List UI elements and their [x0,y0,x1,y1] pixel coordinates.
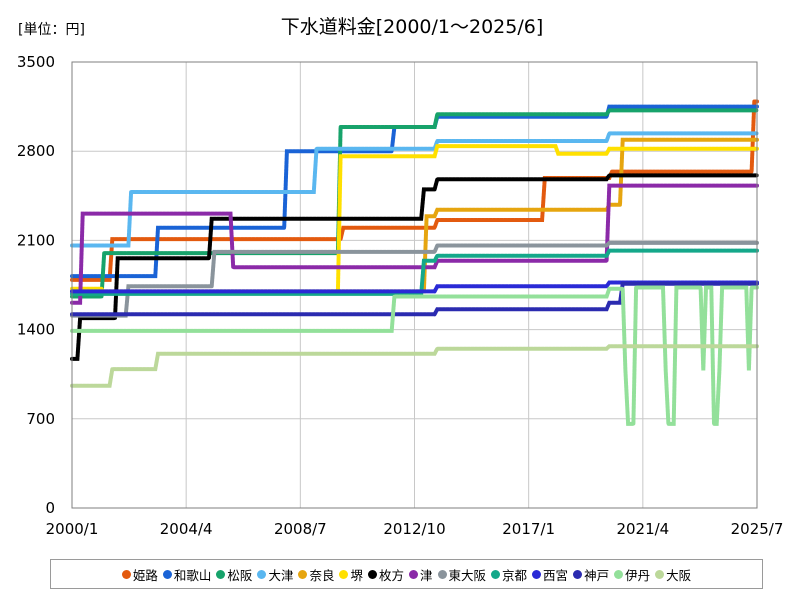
legend-label: 津 [420,567,433,583]
legend-marker-icon [532,569,542,579]
series-markers [70,183,759,305]
legend-marker-icon [121,569,131,579]
y-tick-label: 1400 [17,321,55,339]
x-tick-label: 2004/4 [160,520,213,538]
legend-item: 東大阪 [437,565,487,584]
x-tick-label: 2025/7 [731,520,784,538]
legend-marker-icon [655,569,665,579]
series-markers [70,248,759,296]
legend-label: 東大阪 [448,567,487,583]
legend-item: 津 [409,565,433,584]
legend-marker-icon [491,569,501,579]
legend: 姫路 和歌山 松阪 大津 奈良堺枚方津東大阪 京都 西宮 神戸 伊丹 大阪 [50,559,763,589]
series-7 [70,183,759,305]
legend-marker-icon [162,569,172,579]
series-2 [70,108,759,299]
series-12 [70,285,759,426]
y-axis-ticks: 0 700 1400 2100 2800 3500 [17,53,55,517]
legend-item: 堺 [339,565,363,584]
series-8 [70,240,759,318]
unit-label: [単位：円] [18,22,85,38]
series-markers [70,108,759,299]
legend-item: 松阪 [216,565,252,584]
series-layer [70,99,759,426]
y-tick-label: 2100 [17,231,55,249]
series-0 [70,99,759,282]
legend-item: 大阪 [655,565,691,584]
legend-label: 大津 [268,567,294,583]
plot-frame [71,61,758,509]
x-axis-ticks: 2000/1 2004/4 2008/7 2012/10 2017/1 2021/4 202… [46,520,784,538]
series-markers [70,285,759,426]
legend-item: 奈良 [298,565,334,584]
x-tick-label: 2017/1 [502,520,555,538]
legend-marker-icon [339,569,349,579]
chart-title: 下水道料金[2000/1～2025/6] [281,16,544,38]
legend-label: 伊丹 [625,567,651,583]
x-tick-label: 2021/4 [616,520,669,538]
legend-label: 大阪 [666,567,692,583]
legend-label: 枚方 [378,567,404,583]
legend-marker-icon [437,569,447,579]
series-markers [70,99,759,282]
legend-marker-icon [614,569,624,579]
series-markers [70,240,759,318]
series-markers [70,131,759,248]
series-6 [70,173,759,361]
legend-label: 松阪 [227,567,253,583]
x-tick-label: 2000/1 [46,520,99,538]
series-9 [70,248,759,296]
legend-item: 枚方 [367,565,404,584]
y-tick-label: 700 [26,410,55,428]
legend-item: 京都 [491,565,527,584]
legend-marker-icon [298,569,308,579]
x-tick-label: 2012/10 [383,520,445,538]
y-tick-label: 2800 [17,142,55,160]
legend-item: 大津 [257,565,293,584]
legend-label: 奈良 [309,567,335,583]
legend-label: 西宮 [543,567,569,583]
legend-label: 姫路 [132,567,158,583]
series-3 [70,131,759,248]
legend-label: 神戸 [584,567,610,583]
legend-item: 伊丹 [614,565,650,584]
legend-marker-icon [216,569,226,579]
legend-item: 姫路 [121,565,158,584]
legend-marker-icon [367,569,377,579]
legend-item: 西宮 [532,565,568,584]
x-tick-label: 2008/7 [274,520,327,538]
series-markers [70,173,759,361]
series-markers [70,344,759,388]
legend-label: 京都 [502,567,528,583]
legend-marker-icon [257,569,267,579]
y-tick-label: 3500 [17,53,55,71]
legend-marker-icon [409,569,418,579]
series-13 [70,344,759,388]
legend-marker-icon [573,569,583,579]
legend-label: 堺 [350,567,363,583]
legend-label: 和歌山 [173,567,212,583]
legend-item: 和歌山 [162,565,212,584]
legend-item: 神戸 [573,565,609,584]
y-tick-label: 0 [45,499,55,517]
